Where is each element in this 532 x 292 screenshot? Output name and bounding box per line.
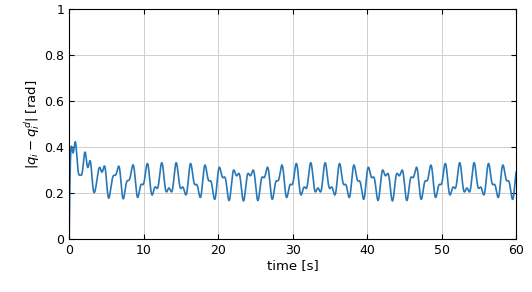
X-axis label: time [s]: time [s]: [267, 259, 319, 272]
Y-axis label: $|q_i - q_i^d|$ [rad]: $|q_i - q_i^d|$ [rad]: [22, 79, 41, 169]
